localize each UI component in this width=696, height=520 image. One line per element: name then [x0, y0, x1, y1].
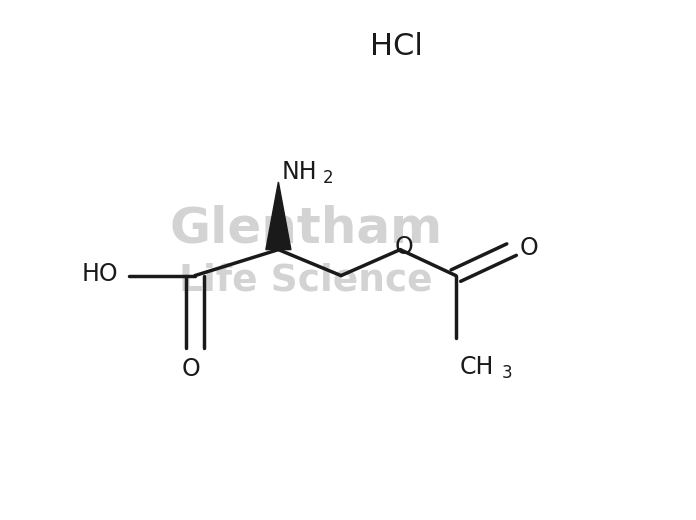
- Text: 2: 2: [323, 170, 334, 187]
- Text: Life Science: Life Science: [180, 263, 433, 299]
- Text: HCl: HCl: [370, 32, 423, 61]
- Text: CH: CH: [459, 355, 493, 379]
- Text: Glentham: Glentham: [170, 205, 443, 253]
- Text: HO: HO: [81, 262, 118, 286]
- Text: O: O: [520, 236, 538, 260]
- Text: NH: NH: [282, 160, 317, 184]
- Polygon shape: [266, 182, 291, 250]
- Text: O: O: [395, 235, 413, 259]
- Text: 3: 3: [501, 365, 512, 382]
- Text: O: O: [182, 357, 200, 381]
